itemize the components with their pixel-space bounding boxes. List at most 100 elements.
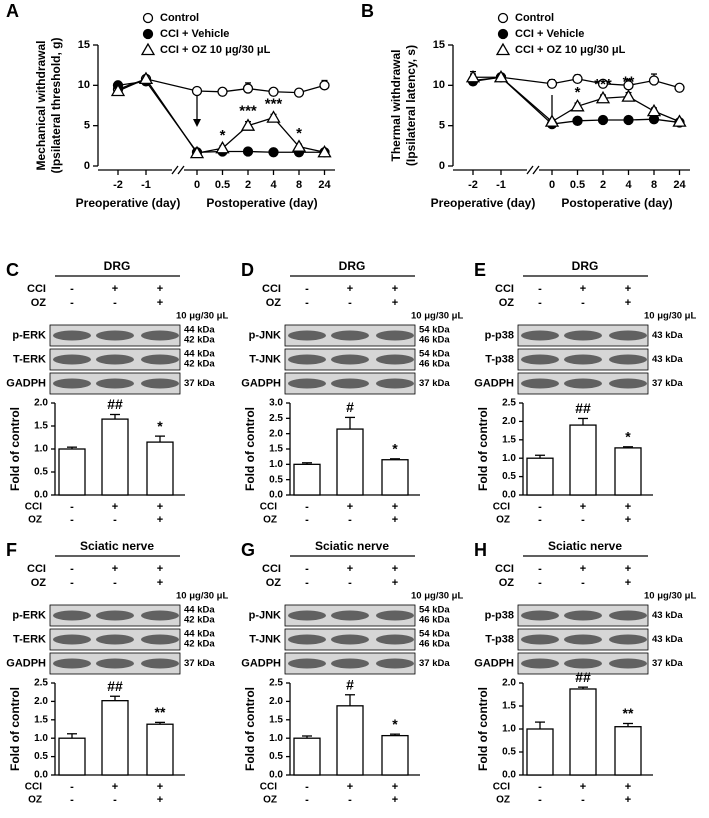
blot-band: [141, 378, 179, 389]
marker: [497, 12, 509, 24]
marker: [597, 78, 609, 89]
x-row-label: OZ: [496, 515, 510, 526]
bar: [58, 448, 86, 496]
kda-label: 44 kDa: [184, 349, 215, 360]
dose-label: 10 μg/30 μL: [176, 591, 228, 602]
blot-row-label: GADPH: [474, 377, 514, 389]
x-tick-label: 0.5: [215, 179, 230, 191]
x-row-label: CCI: [260, 502, 277, 513]
blot-row-label: GADPH: [241, 377, 281, 389]
condition-label: CCI: [495, 563, 514, 575]
condition-sign: +: [112, 283, 118, 295]
legend-label: Control: [515, 12, 554, 24]
y-tick-label: 2.5: [269, 413, 283, 424]
blot-row-label: T-ERK: [13, 353, 46, 365]
y-axis-label: Fold of control: [243, 407, 257, 491]
y-tick-label: 15: [433, 39, 445, 51]
marker: [572, 73, 583, 85]
blot-row-label: GADPH: [241, 657, 281, 669]
y-tick-label: 1.5: [269, 714, 283, 725]
x-row-sign: +: [625, 514, 631, 526]
significance-label: ##: [575, 400, 591, 416]
bar: [293, 737, 321, 776]
x-tick-label: -1: [496, 179, 506, 191]
blot-band: [141, 610, 179, 621]
x-row-sign: -: [538, 794, 542, 806]
y-tick-label: 10: [78, 79, 90, 91]
condition-sign: +: [625, 297, 631, 309]
marker: [138, 71, 154, 85]
panel-label: A: [6, 1, 19, 21]
x-row-label: OZ: [263, 795, 277, 806]
marker: [142, 28, 154, 40]
x-row-sign: +: [392, 514, 398, 526]
y-tick-label: 0.5: [269, 474, 283, 485]
significance-label: *: [575, 84, 581, 101]
condition-sign: -: [538, 563, 542, 575]
condition-sign: +: [625, 283, 631, 295]
condition-sign: -: [113, 577, 117, 589]
condition-sign: +: [625, 563, 631, 575]
y-tick-label: 1.5: [502, 701, 516, 712]
x-row-label: CCI: [260, 782, 277, 793]
condition-label: OZ: [31, 577, 47, 589]
kda-label: 46 kDa: [419, 335, 450, 346]
axis-break: [532, 165, 540, 175]
y-axis-label: Mechanical withdrawal: [34, 40, 48, 170]
marker: [465, 69, 481, 83]
panel-label: D: [241, 260, 254, 280]
condition-sign: -: [70, 563, 74, 575]
y-tick-label: 15: [78, 39, 90, 51]
kda-label: 46 kDa: [419, 359, 450, 370]
legend-label: CCI + OZ 10 μg/30 μL: [515, 44, 626, 56]
condition-sign: +: [157, 297, 163, 309]
x-row-sign: +: [112, 781, 118, 793]
blot-row-label: T-p38: [485, 353, 514, 365]
condition-sign: -: [538, 283, 542, 295]
blot-row-label: T-p38: [485, 633, 514, 645]
marker: [189, 145, 205, 159]
condition-sign: -: [305, 563, 309, 575]
condition-sign: -: [70, 297, 74, 309]
y-tick-label: 2.0: [269, 428, 283, 439]
condition-sign: -: [538, 577, 542, 589]
condition-sign: -: [305, 297, 309, 309]
x-tick-label: 2: [600, 179, 606, 191]
y-tick-label: 1.0: [34, 444, 48, 455]
blot-title: DRG: [572, 259, 599, 273]
kda-label: 54 kDa: [419, 349, 450, 360]
x-row-sign: -: [348, 514, 352, 526]
y-tick-label: 1.5: [34, 421, 48, 432]
significance-label: ##: [107, 396, 123, 412]
condition-label: OZ: [499, 297, 515, 309]
condition-label: CCI: [495, 283, 514, 295]
marker: [191, 85, 203, 97]
blot-band: [141, 658, 179, 669]
blot-band: [288, 354, 326, 365]
condition-label: OZ: [266, 297, 282, 309]
bar: [146, 441, 174, 496]
kda-label: 46 kDa: [419, 639, 450, 650]
y-tick-label: 5: [439, 120, 445, 132]
x-row-sign: -: [581, 514, 585, 526]
bar: [336, 705, 364, 776]
blot-row-label: GADPH: [6, 657, 46, 669]
axis-break: [177, 165, 185, 175]
x-row-sign: +: [625, 794, 631, 806]
bar: [146, 723, 174, 776]
kda-label: 43 kDa: [652, 354, 683, 365]
x-tick-label: 24: [318, 179, 331, 191]
kda-label: 46 kDa: [419, 615, 450, 626]
marker: [497, 28, 509, 40]
x-row-sign: +: [392, 501, 398, 513]
y-tick-label: 1.5: [269, 444, 283, 455]
marker: [648, 75, 660, 86]
bar: [381, 459, 409, 496]
y-tick-label: 0.5: [269, 751, 283, 762]
condition-sign: -: [581, 297, 585, 309]
blot-band: [609, 354, 647, 365]
panel-label: E: [474, 260, 486, 280]
x-row-label: OZ: [263, 515, 277, 526]
blot-band: [53, 610, 91, 621]
